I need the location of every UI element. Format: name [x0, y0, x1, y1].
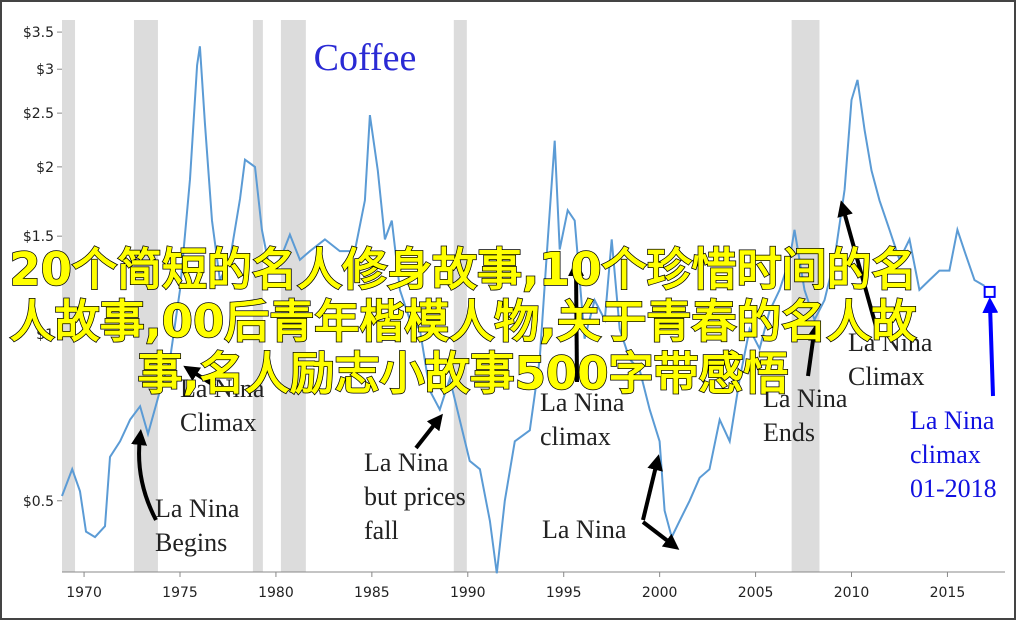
annotation: 01-2018	[910, 474, 997, 503]
marker	[983, 285, 996, 298]
annotation: La Nina	[763, 384, 848, 413]
annotation: Begins	[155, 528, 227, 557]
x-tick-label: 2010	[834, 585, 870, 601]
annotation: climax	[910, 440, 981, 469]
overlay-text: 20个简短的名人修身故事,10个珍惜时间的名人故事,00后青年楷模人物,关于青春…	[9, 243, 918, 401]
arrow	[982, 297, 999, 397]
y-tick-label: $0.5	[23, 494, 54, 510]
y-tick-label: $1.5	[23, 229, 54, 245]
annotation: Climax	[848, 362, 925, 391]
annotation: Ends	[763, 418, 815, 447]
chart-title: Coffee	[314, 37, 417, 79]
y-tick-label: $1	[36, 327, 54, 343]
arrow	[568, 260, 585, 383]
x-tick-label: 1975	[162, 585, 198, 601]
annotation: La Nina	[180, 374, 265, 403]
annotation: La Nina	[364, 448, 449, 477]
arrow	[641, 454, 663, 521]
shaded-range	[252, 20, 263, 572]
annotation: Climax	[180, 408, 257, 437]
y-tick-label: $2.5	[23, 106, 54, 122]
price-line	[61, 46, 986, 574]
x-tick-label: 1985	[354, 585, 390, 601]
annotation: La Nina	[910, 406, 995, 435]
annotation: La Nina	[848, 328, 933, 357]
y-tick-label: $3	[36, 62, 54, 78]
annotation: climax	[540, 422, 611, 451]
arrow	[837, 200, 879, 331]
shaded-range	[62, 20, 76, 572]
x-tick-label: 2005	[738, 585, 774, 601]
arrow	[131, 429, 158, 521]
arrow	[804, 325, 821, 377]
x-tick-label: 1990	[450, 585, 486, 601]
annotation: La Nina	[155, 494, 240, 523]
y-tick-label: $3.5	[23, 25, 54, 41]
annotation: La Nina	[540, 388, 625, 417]
shaded-range	[280, 20, 306, 572]
annotation: fall	[364, 516, 399, 545]
arrows	[131, 200, 999, 550]
arrow	[183, 365, 217, 388]
arrow	[641, 520, 680, 550]
x-tick-label: 2015	[930, 585, 966, 601]
x-tick-label: 1995	[546, 585, 582, 601]
arrow	[414, 413, 443, 450]
x-tick-label: 2000	[642, 585, 678, 601]
annotation: La Nina	[542, 515, 627, 544]
x-tick-label: 1970	[66, 585, 102, 601]
y-tick-label: $2	[36, 160, 54, 176]
x-tick-label: 1980	[258, 585, 294, 601]
annotation: but prices	[364, 482, 466, 511]
